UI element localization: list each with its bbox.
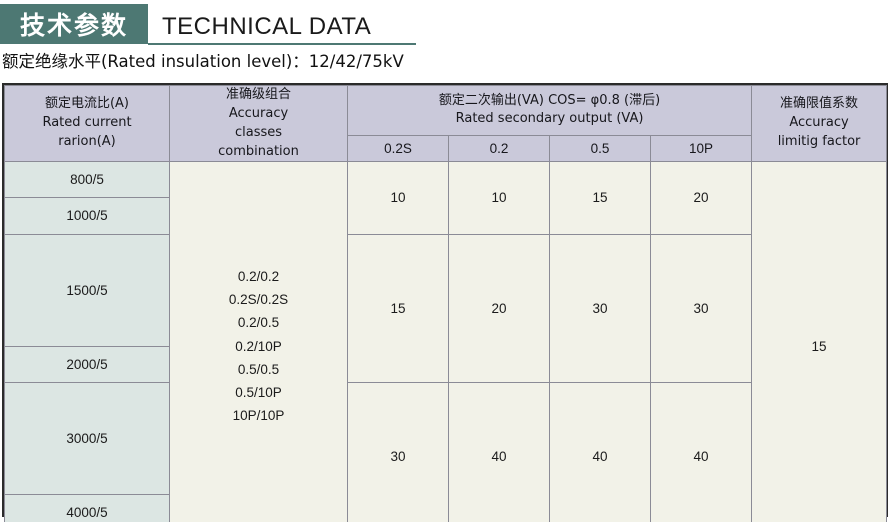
table-header: 额定电流比(A) Rated current rarion(A) 准确级组合 A… [4, 84, 888, 163]
cell-output-g2-0-2s: 15 [347, 233, 449, 383]
cell-rated-current-ratio: 2000/5 [4, 345, 170, 383]
cell-output-g2-10p: 30 [649, 233, 753, 383]
col-header-rated-secondary-output-cn: 额定二次输出(VA) COS= φ0.8 (滞后) [438, 92, 661, 108]
col-header-accuracy-classes-en1: Accuracy [228, 105, 289, 121]
cell-output-g1-0-2s: 10 [347, 161, 449, 235]
cell-output-g2-0-5: 30 [549, 233, 651, 383]
cell-output-g3-10p: 40 [649, 381, 753, 522]
col-header-rated-secondary-output: 额定二次输出(VA) COS= φ0.8 (滞后) Rated secondar… [346, 85, 753, 136]
technical-data-table-wrapper: 额定电流比(A) Rated current rarion(A) 准确级组合 A… [2, 83, 888, 522]
subcol-header-10p: 10P [649, 134, 753, 163]
table-header-row-2: 0.2S 0.2 0.5 10P [5, 134, 887, 163]
col-header-rated-current-en1: Rated current [42, 115, 132, 131]
cell-rated-current-ratio: 1500/5 [4, 233, 170, 347]
col-header-accuracy-limit-factor: 准确限值系数 Accuracy limitig factor [751, 84, 888, 163]
cell-output-g1-0-5: 15 [549, 161, 651, 235]
table-row: 3000/5 30 40 40 40 [4, 381, 887, 522]
rated-insulation-level-text: 额定绝缘水平(Rated insulation level)：12/42/75k… [2, 52, 404, 71]
col-header-accuracy-classes: 准确级组合 Accuracy classes combination [169, 84, 348, 163]
table-row: 800/5 0.2/0.2 0.2S/0.2S 0.2/0.5 0.2/10P … [4, 161, 888, 522]
col-header-accuracy-classes-cn: 准确级组合 [225, 87, 291, 102]
cell-rated-current-ratio: 800/5 [4, 161, 170, 199]
col-header-accuracy-limit-factor-en1: Accuracy [789, 115, 849, 131]
cell-output-g3-0-5: 40 [549, 381, 651, 522]
title-underline [148, 43, 416, 45]
table-row: 2000/5 [4, 345, 887, 383]
col-header-rated-current: 额定电流比(A) Rated current rarion(A) [4, 84, 170, 163]
cell-output-g1-0-2: 10 [448, 161, 550, 235]
col-header-accuracy-limit-factor-cn: 准确限值系数 [780, 96, 859, 112]
table-row: 1000/5 [4, 197, 887, 235]
table-row: 1500/5 15 20 30 30 [4, 233, 887, 383]
cell-output-g3-0-2s: 30 [347, 381, 449, 522]
page-title-row: 技术参数 TECHNICAL DATA [0, 4, 890, 44]
cell-accuracy-limit-factor: 15 [751, 161, 888, 522]
subcol-header-0-2: 0.2 [448, 134, 550, 163]
cell-output-g1-10p: 20 [649, 161, 753, 235]
cell-rated-current-ratio: 3000/5 [4, 381, 170, 496]
cell-output-g2-0-2: 20 [448, 233, 550, 383]
table-row: 4000/5 [4, 494, 887, 522]
technical-data-table: 额定电流比(A) Rated current rarion(A) 准确级组合 A… [4, 84, 888, 522]
table-body: 800/5 0.2/0.2 0.2S/0.2S 0.2/0.5 0.2/10P … [4, 161, 888, 522]
col-header-rated-current-en2: rarion(A) [58, 134, 116, 150]
col-header-rated-current-cn: 额定电流比(A) [44, 96, 130, 112]
title-badge-cn: 技术参数 [0, 4, 148, 44]
subcol-header-0-2s: 0.2S [347, 134, 449, 163]
col-header-rated-secondary-output-en: Rated secondary output (VA) [455, 111, 644, 127]
col-header-accuracy-limit-factor-en2: limitig factor [777, 134, 861, 150]
cell-rated-current-ratio: 4000/5 [4, 494, 170, 522]
col-header-accuracy-classes-en2: classes [234, 124, 283, 140]
col-header-accuracy-classes-en3: combination [218, 143, 299, 159]
table-header-row-1: 额定电流比(A) Rated current rarion(A) 准确级组合 A… [4, 84, 888, 163]
cell-rated-current-ratio: 1000/5 [4, 197, 170, 235]
cell-accuracy-classes-combination: 0.2/0.2 0.2S/0.2S 0.2/0.5 0.2/10P 0.5/0.… [169, 161, 348, 522]
page-title-en: TECHNICAL DATA [162, 13, 372, 40]
subcol-header-0-5: 0.5 [549, 134, 651, 163]
cell-output-g3-0-2: 40 [448, 381, 550, 522]
